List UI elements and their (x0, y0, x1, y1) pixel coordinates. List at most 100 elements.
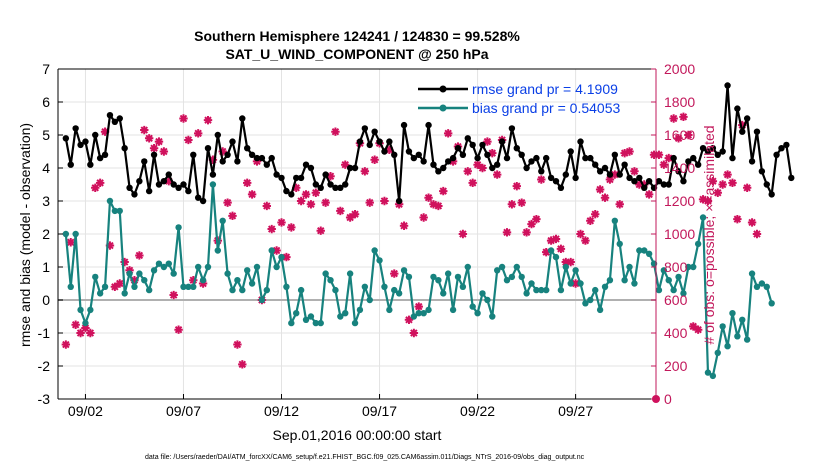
obs-marker (640, 180, 649, 189)
obs-marker (95, 178, 105, 188)
series-point (606, 171, 614, 178)
series-point (670, 154, 677, 162)
series-point (92, 273, 99, 281)
series-point (660, 181, 668, 188)
y-left-tick-label: 5 (42, 127, 50, 143)
obs-marker (522, 228, 531, 237)
series-point (293, 174, 300, 182)
series-point (415, 310, 422, 317)
obs-marker (394, 200, 404, 209)
obs-marker (316, 226, 325, 235)
obs-marker-glyph (640, 180, 649, 189)
series-point (425, 121, 432, 129)
series-point (155, 181, 163, 188)
series-point (170, 270, 177, 277)
series-point (690, 263, 697, 271)
series-point (552, 178, 560, 185)
obs-marker (463, 167, 472, 176)
series-point (400, 267, 408, 274)
series-point (729, 154, 736, 162)
series-point (454, 273, 462, 281)
obs-marker (625, 147, 634, 156)
series-point (587, 296, 594, 304)
series-point (611, 217, 619, 224)
obs-marker (649, 150, 659, 159)
obs-marker-glyph (698, 195, 708, 204)
obs-marker (385, 145, 394, 155)
series-point (557, 184, 565, 191)
series-point (391, 286, 398, 294)
series-point (493, 267, 501, 274)
obs-marker (140, 125, 149, 135)
obs-marker-glyph (659, 160, 669, 169)
series-point (337, 313, 344, 320)
series-point (366, 296, 373, 304)
series-point (694, 161, 702, 168)
series-point (533, 154, 540, 162)
series-point (616, 240, 623, 248)
series-point (327, 181, 334, 188)
series-point (312, 319, 320, 327)
obs-marker (669, 114, 678, 123)
series-point (484, 296, 491, 304)
series-point (547, 247, 555, 254)
series-point (116, 207, 123, 215)
x-tick-label: 09/07 (166, 403, 201, 419)
obs-marker-glyph (296, 196, 306, 206)
series-point (449, 154, 457, 162)
obs-marker (296, 196, 306, 206)
series-point (342, 181, 349, 188)
y-right-tick-label: 1200 (664, 193, 695, 209)
obs-marker (272, 246, 281, 255)
obs-marker (81, 323, 90, 333)
series-point (582, 300, 589, 307)
obs-marker (365, 198, 374, 207)
obs-marker (615, 200, 624, 209)
series-point (96, 290, 104, 297)
series-point (493, 161, 501, 168)
obs-marker (370, 155, 379, 164)
legend-rmse-marker (439, 85, 447, 93)
obs-marker (546, 236, 556, 245)
obs-marker (492, 170, 502, 179)
series-point (165, 260, 172, 267)
series-point (283, 187, 290, 195)
series-point (199, 197, 207, 205)
series-point (322, 171, 329, 178)
obs-marker (203, 115, 213, 125)
obs-marker (326, 172, 335, 181)
series-point (214, 131, 221, 139)
series-point (410, 313, 418, 320)
series-point (395, 197, 403, 205)
series-point (82, 138, 89, 145)
obs-marker-glyph (311, 188, 321, 197)
obs-marker-glyph (689, 322, 698, 331)
obs-marker (439, 186, 448, 196)
obs-marker-glyph (478, 163, 487, 173)
series-point (503, 277, 511, 284)
series-point (704, 148, 712, 155)
series-point (126, 184, 133, 191)
obs-marker-glyph (419, 213, 428, 222)
series-point (440, 290, 447, 297)
series-point (72, 230, 79, 238)
obs-marker-glyph (615, 200, 624, 209)
series-point (77, 306, 84, 314)
obs-marker-glyph (115, 279, 124, 288)
series-point (185, 283, 192, 290)
obs-marker (728, 178, 737, 188)
obs-marker (424, 193, 433, 202)
series-point (307, 313, 315, 320)
series-point (332, 184, 339, 191)
obs-marker (659, 160, 669, 169)
series-point (680, 178, 687, 185)
series-point (165, 171, 172, 178)
obs-marker (674, 134, 683, 143)
obs-marker (644, 190, 654, 199)
obs-marker-glyph (522, 228, 531, 237)
series-point (234, 277, 241, 284)
obs-marker-glyph (193, 129, 203, 138)
series-point (645, 178, 653, 185)
obs-marker-glyph (424, 193, 433, 202)
series-point (268, 154, 275, 162)
